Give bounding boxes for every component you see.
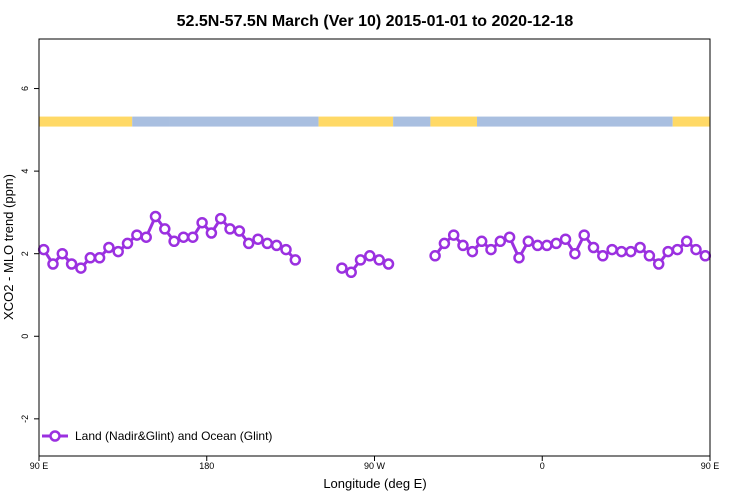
data-point xyxy=(47,258,59,270)
data-point xyxy=(345,266,357,279)
landmask-land-segment xyxy=(430,116,478,127)
data-point xyxy=(261,237,274,250)
data-point xyxy=(112,245,124,258)
data-point xyxy=(140,231,152,243)
data-point xyxy=(550,237,562,250)
y-tick-label: 0 xyxy=(20,334,30,339)
data-point xyxy=(364,250,376,262)
data-point xyxy=(531,239,544,252)
data-point xyxy=(131,229,143,241)
x-axis: 90 E 180 90 W 0 90 E xyxy=(30,456,720,471)
y-tick-label: 6 xyxy=(20,86,30,91)
data-point xyxy=(177,231,190,243)
landmask-strip xyxy=(39,116,710,127)
data-point xyxy=(75,262,87,274)
y-axis-label: XCO2 - MLO trend (ppm) xyxy=(1,174,16,320)
data-point xyxy=(606,243,618,256)
data-point xyxy=(159,223,171,235)
data-point xyxy=(382,258,395,270)
landmask-ocean-segment xyxy=(132,116,170,127)
data-point xyxy=(671,243,684,256)
x-tick-label: 90 E xyxy=(30,461,49,471)
data-point xyxy=(149,210,162,223)
data-point xyxy=(224,223,236,235)
data-point xyxy=(652,258,665,270)
legend-label: Land (Nadir&Glint) and Ocean (Glint) xyxy=(75,429,272,443)
data-point xyxy=(103,241,115,254)
data-point xyxy=(205,227,218,239)
data-point xyxy=(280,243,292,256)
data-point xyxy=(242,237,255,250)
x-tick-label: 180 xyxy=(199,461,214,471)
data-point xyxy=(634,241,646,254)
data-point xyxy=(252,233,264,245)
landmask-ocean-segment xyxy=(477,116,673,127)
data-point xyxy=(578,229,590,241)
data-point xyxy=(475,235,488,248)
data-point xyxy=(625,245,637,258)
data-point xyxy=(541,239,553,252)
data-point xyxy=(373,254,385,266)
data-point xyxy=(690,243,702,256)
data-point xyxy=(37,243,50,256)
data-point xyxy=(559,233,572,245)
data-point xyxy=(587,241,600,254)
data-point xyxy=(522,235,535,248)
landmask-land-segment xyxy=(672,116,710,127)
y-axis: -2 0 2 4 6 xyxy=(20,86,39,423)
data-point xyxy=(569,247,581,260)
data-point xyxy=(503,231,516,243)
x-axis-label: Longitude (deg E) xyxy=(323,476,426,491)
data-point xyxy=(699,250,712,262)
data-point xyxy=(457,239,469,252)
data-point xyxy=(336,262,348,274)
landmask-land-segment xyxy=(39,116,133,127)
data-point xyxy=(354,254,367,266)
chart-title: 52.5N-57.5N March (Ver 10) 2015-01-01 to… xyxy=(177,13,574,30)
data-point xyxy=(466,245,479,258)
data-point xyxy=(485,243,497,256)
data-point xyxy=(187,231,199,243)
data-point xyxy=(513,252,525,264)
legend: Land (Nadir&Glint) and Ocean (Glint) xyxy=(42,429,272,443)
data-point xyxy=(643,250,656,262)
data-point xyxy=(289,254,302,266)
landmask-ocean-segment xyxy=(169,116,319,127)
data-point xyxy=(429,250,441,262)
data-point xyxy=(84,252,97,264)
data-point xyxy=(615,245,628,258)
data-point xyxy=(214,212,227,225)
x-tick-label: 90 W xyxy=(364,461,386,471)
x-tick-label: 90 E xyxy=(701,461,720,471)
data-point xyxy=(597,250,609,262)
landmask-land-segment xyxy=(318,116,394,127)
data-point xyxy=(494,235,507,248)
data-point xyxy=(438,237,451,250)
data-point xyxy=(662,245,674,258)
data-point xyxy=(680,235,693,248)
data-point xyxy=(196,216,208,229)
data-point xyxy=(121,237,134,250)
data-point xyxy=(270,239,283,252)
legend-marker-swatch xyxy=(49,430,61,442)
data-point xyxy=(56,247,69,260)
data-point xyxy=(65,258,78,270)
landmask-ocean-segment xyxy=(393,116,431,127)
data-point xyxy=(233,225,246,237)
y-tick-label: 4 xyxy=(20,169,30,174)
y-tick-label: 2 xyxy=(20,251,30,256)
data-point xyxy=(93,252,106,264)
y-tick-label: -2 xyxy=(20,415,30,423)
x-tick-label: 0 xyxy=(540,461,545,471)
data-point xyxy=(447,229,460,241)
data-point xyxy=(168,235,180,248)
series-group xyxy=(37,210,712,279)
